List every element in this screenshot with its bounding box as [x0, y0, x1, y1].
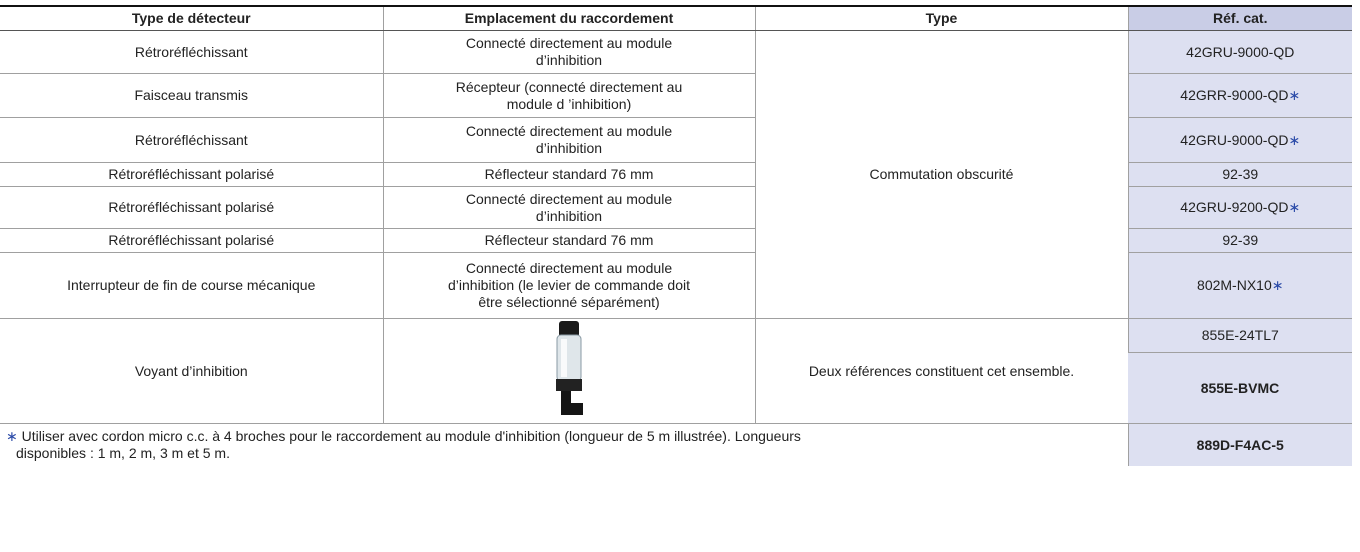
detector-cell: Interrupteur de fin de course mécanique: [0, 252, 383, 319]
detector-cell: Rétroréfléchissant polarisé: [0, 228, 383, 253]
text-line: d’inhibition (le levier de commande doit: [447, 277, 691, 293]
ref-cell: 855E-24TL7: [1127, 318, 1352, 354]
body: {"table": { "header": ["Type de détecteu…: [0, 5, 1360, 552]
location-cell: Connecté directement au module d’inhibiti…: [382, 186, 755, 229]
table-row: Faisceau transmis Récepteur (connecté dir…: [0, 73, 1352, 118]
ref-text: 92-39: [1222, 232, 1259, 248]
note-mark: ∗: [6, 428, 18, 444]
text-line: Récepteur (connecté directement au: [455, 78, 683, 95]
indicator-lamp: [556, 321, 583, 415]
table-row: Interrupteur de fin de course mécanique C…: [0, 252, 1352, 319]
header-cell: Type: [754, 5, 1128, 31]
text-line: d’inhibition: [535, 207, 603, 224]
detector-cell: Rétroréfléchissant polarisé: [0, 186, 383, 229]
detector-cell: Rétroréfléchissant: [0, 30, 383, 74]
ref-text: 42GRU-9000-QD: [1180, 131, 1289, 148]
table-row: Rétroréfléchissant polarisé Réflecteur st…: [0, 228, 1352, 253]
note-mark: ∗: [1288, 199, 1301, 215]
table-row: Rétroréfléchissant polarisé Réflecteur st…: [0, 162, 1352, 187]
header-cell: Emplacement du raccordement: [382, 5, 755, 31]
header-row: Type de détecteur Emplacement du raccord…: [0, 5, 1352, 31]
table-row: 855E-BVMC: [0, 352, 1352, 424]
image-cell: [382, 318, 755, 424]
ref-cell: 92-39: [1127, 228, 1352, 253]
detector-cell: Voyant d’inhibition: [0, 318, 383, 424]
footnote: ∗ Utiliser avec cordon micro c.c. à 4 br…: [0, 424, 1128, 467]
ref-cell: 92-39: [1127, 162, 1352, 187]
reference-table: Type de détecteur Emplacement du raccord…: [0, 5, 1352, 466]
ref-cell: 42GRU-9000-QD: [1127, 30, 1352, 74]
ref-text: 42GRU-9000-QD: [1186, 43, 1295, 60]
table-row: Voyant d’inhibition Deux références const…: [0, 318, 1352, 424]
location-cell: Connecté directement au module d’inhibiti…: [382, 30, 755, 74]
text-line: Connecté directement au module: [465, 35, 673, 51]
location-cell: Réflecteur standard 76 mm: [382, 162, 755, 187]
ref-cell: 855E-BVMC: [1128, 352, 1352, 424]
text-line: Réflecteur standard 76 mm: [484, 232, 654, 248]
type-cell: Deux références constituent cet ensemble…: [754, 318, 1128, 424]
text-line: Connecté directement au module: [465, 260, 673, 276]
ref-cell: 42GRU-9200-QD∗: [1127, 186, 1352, 229]
text-line: être sélectionné séparément): [478, 294, 660, 310]
note-mark: ∗: [1288, 131, 1301, 148]
ref-cell: 889D-F4AC-5: [1127, 423, 1352, 466]
table-row: Rétroréfléchissant Connecté directement a…: [0, 117, 1352, 163]
text-line: ∗ Utiliser avec cordon micro c.c. à 4 br…: [6, 428, 1122, 445]
ref-text: 802M-NX10: [1197, 277, 1272, 293]
table-row: Rétroréfléchissant Connecté directement a…: [0, 30, 1352, 319]
text-line: disponibles : 1 m, 2 m, 3 m et 5 m.: [16, 445, 230, 461]
location-cell: Connecté directement au module d’inhibiti…: [382, 252, 755, 319]
ref-text: 42GRR-9000-QD: [1180, 87, 1289, 103]
note-mark: ∗: [1271, 277, 1284, 293]
text-line: Connecté directement au module: [465, 190, 673, 207]
location-cell: Récepteur (connecté directement au module…: [382, 73, 755, 118]
text-line: d’inhibition: [535, 140, 603, 156]
ref-text: 42GRU-9200-QD: [1180, 199, 1289, 215]
note-mark: ∗: [1288, 87, 1301, 103]
location-cell: Connecté directement au module d’inhibiti…: [382, 117, 755, 163]
text-line: d’inhibition: [535, 52, 603, 68]
detector-cell: Faisceau transmis: [0, 73, 383, 118]
footnote-row: ∗ Utiliser avec cordon micro c.c. à 4 br…: [0, 423, 1352, 467]
ref-cell: 42GRR-9000-QD∗: [1127, 73, 1352, 118]
ref-text: 92-39: [1222, 166, 1259, 182]
header-cell: Type de détecteur: [0, 5, 383, 31]
type-cell: Commutation obscurité: [754, 30, 1128, 319]
text-line: module d ’inhibition): [506, 95, 632, 112]
header-cell: Réf. cat.: [1127, 5, 1352, 31]
ref-cell: 802M-NX10∗: [1127, 252, 1352, 319]
table-row: Rétroréfléchissant polarisé Connecté dire…: [0, 186, 1352, 229]
text-line: Réflecteur standard 76 mm: [484, 166, 654, 182]
detector-cell: Rétroréfléchissant polarisé: [0, 162, 383, 187]
ref-cell: 42GRU-9000-QD∗: [1127, 117, 1352, 163]
location-cell: Réflecteur standard 76 mm: [382, 228, 755, 253]
footnote-text: Utiliser avec cordon micro c.c. à 4 broc…: [21, 428, 801, 444]
table-body: Rétroréfléchissant Connecté directement a…: [0, 30, 1352, 467]
detector-cell: Rétroréfléchissant: [0, 117, 383, 163]
text-line: Connecté directement au module: [465, 123, 673, 139]
